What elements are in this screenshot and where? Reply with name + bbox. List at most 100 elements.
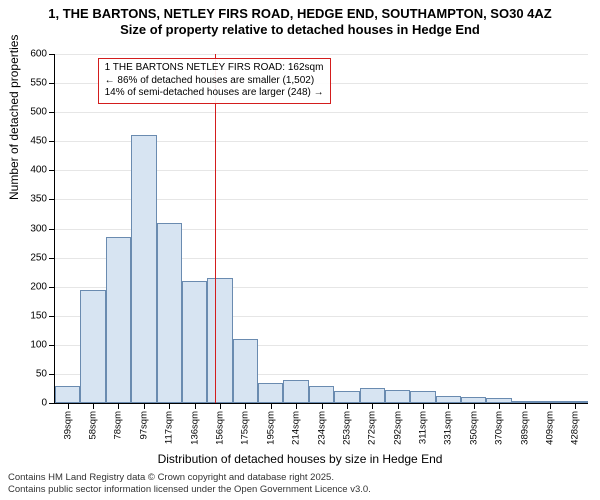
y-tick (49, 316, 55, 317)
x-tick (499, 403, 500, 409)
x-tick-label: 175sqm (240, 411, 251, 445)
y-tick (49, 54, 55, 55)
x-tick-label: 292sqm (392, 411, 403, 445)
y-tick (49, 229, 55, 230)
x-tick (575, 403, 576, 409)
histogram-bar (258, 383, 283, 403)
x-tick (271, 403, 272, 409)
x-tick (68, 403, 69, 409)
y-tick (49, 170, 55, 171)
x-tick-label: 389sqm (519, 411, 530, 445)
x-tick (322, 403, 323, 409)
property-marker-line (215, 54, 216, 403)
x-tick (245, 403, 246, 409)
x-tick-label: 78sqm (113, 411, 124, 440)
histogram-bar (106, 237, 131, 403)
footer-line2: Contains public sector information licen… (8, 484, 371, 496)
y-tick (49, 345, 55, 346)
annotation-line1: 1 THE BARTONS NETLEY FIRS ROAD: 162sqm (105, 62, 324, 75)
y-tick-label: 550 (30, 78, 47, 89)
x-tick (372, 403, 373, 409)
x-tick (347, 403, 348, 409)
x-tick-label: 311sqm (418, 411, 429, 444)
x-tick-label: 253sqm (341, 411, 352, 445)
y-tick-label: 300 (30, 223, 47, 234)
y-tick (49, 374, 55, 375)
histogram-bar (436, 396, 461, 403)
x-tick (423, 403, 424, 409)
y-tick-label: 500 (30, 107, 47, 118)
x-axis-title: Distribution of detached houses by size … (0, 452, 600, 466)
y-tick-label: 600 (30, 49, 47, 60)
y-tick (49, 258, 55, 259)
figure-container: 1, THE BARTONS, NETLEY FIRS ROAD, HEDGE … (0, 0, 600, 500)
y-tick (49, 403, 55, 404)
x-tick (296, 403, 297, 409)
histogram-bar (309, 386, 334, 403)
y-tick-label: 150 (30, 310, 47, 321)
histogram-bar (182, 281, 207, 403)
y-tick-label: 100 (30, 339, 47, 350)
x-tick (93, 403, 94, 409)
chart-area: 05010015020025030035040045050055060039sq… (54, 54, 588, 404)
x-tick (474, 403, 475, 409)
y-tick-label: 250 (30, 252, 47, 263)
plot-area: 05010015020025030035040045050055060039sq… (54, 54, 588, 404)
histogram-bar (283, 380, 308, 403)
attribution-footer: Contains HM Land Registry data © Crown c… (8, 472, 371, 496)
x-tick-label: 234sqm (316, 411, 327, 445)
x-tick-label: 214sqm (291, 411, 302, 445)
x-tick-label: 370sqm (494, 411, 505, 445)
y-axis-title: Number of detached properties (7, 35, 21, 200)
x-tick (525, 403, 526, 409)
annotation-line2: ← 86% of detached houses are smaller (1,… (105, 75, 324, 88)
x-tick (195, 403, 196, 409)
histogram-bar (207, 278, 232, 403)
x-tick-label: 156sqm (214, 411, 225, 445)
y-tick-label: 350 (30, 194, 47, 205)
y-gridline (55, 54, 588, 55)
x-tick (144, 403, 145, 409)
y-tick-label: 50 (36, 368, 47, 379)
x-tick-label: 331sqm (443, 411, 454, 445)
x-tick-label: 136sqm (189, 411, 200, 445)
histogram-bar (157, 223, 182, 403)
x-tick (550, 403, 551, 409)
y-gridline (55, 112, 588, 113)
x-tick-label: 58sqm (88, 411, 99, 440)
y-tick-label: 0 (41, 398, 47, 409)
x-tick-label: 428sqm (570, 411, 581, 445)
x-tick-label: 409sqm (544, 411, 555, 445)
x-tick-label: 272sqm (367, 411, 378, 445)
y-tick-label: 450 (30, 136, 47, 147)
x-tick (398, 403, 399, 409)
y-tick (49, 199, 55, 200)
footer-line1: Contains HM Land Registry data © Crown c… (8, 472, 371, 484)
x-tick (118, 403, 119, 409)
x-tick (220, 403, 221, 409)
x-tick (169, 403, 170, 409)
histogram-bar (410, 391, 435, 403)
title-line2: Size of property relative to detached ho… (0, 22, 600, 41)
title-line1: 1, THE BARTONS, NETLEY FIRS ROAD, HEDGE … (0, 0, 600, 22)
annotation-box: 1 THE BARTONS NETLEY FIRS ROAD: 162sqm← … (98, 58, 331, 104)
x-tick-label: 350sqm (468, 411, 479, 445)
histogram-bar (334, 391, 359, 403)
y-tick-label: 200 (30, 281, 47, 292)
x-tick-label: 117sqm (164, 411, 175, 444)
y-tick (49, 112, 55, 113)
y-tick (49, 287, 55, 288)
x-tick (448, 403, 449, 409)
histogram-bar (55, 386, 80, 403)
annotation-line3: 14% of semi-detached houses are larger (… (105, 87, 324, 100)
y-tick-label: 400 (30, 165, 47, 176)
y-tick (49, 141, 55, 142)
x-tick-label: 39sqm (62, 411, 73, 440)
x-tick-label: 97sqm (138, 411, 149, 440)
x-tick-label: 195sqm (265, 411, 276, 445)
histogram-bar (80, 290, 105, 403)
histogram-bar (360, 388, 385, 403)
histogram-bar (233, 339, 258, 403)
histogram-bar (385, 390, 410, 403)
histogram-bar (131, 135, 156, 403)
